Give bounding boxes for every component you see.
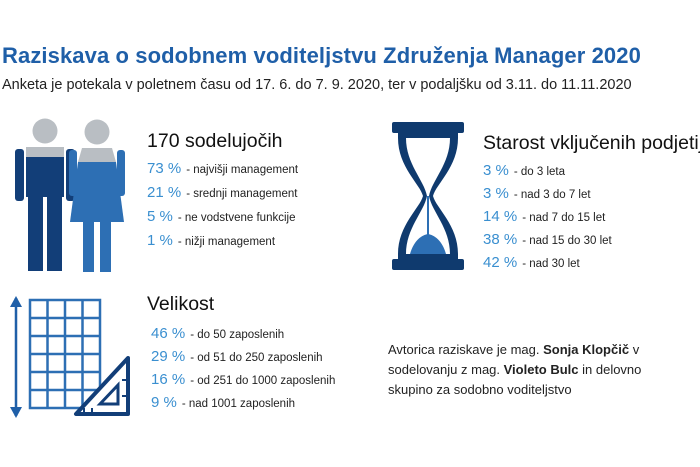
age-item: 3 % - nad 3 do 7 let xyxy=(483,185,591,202)
percent-value: 73 % xyxy=(147,160,182,177)
percent-value: 29 % xyxy=(151,348,186,365)
hourglass-icon xyxy=(392,122,464,270)
item-label: - do 50 zaposlenih xyxy=(190,329,285,341)
participants-heading: 170 sodelujočih xyxy=(147,130,283,152)
percent-value: 3 % xyxy=(483,162,509,179)
size-heading: Velikost xyxy=(147,293,215,315)
age-item: 14 % - nad 7 do 15 let xyxy=(483,208,605,225)
item-label: - srednji management xyxy=(186,188,298,200)
size-item: 29 % - od 51 do 250 zaposlenih xyxy=(151,348,323,365)
item-label: - nad 3 do 7 let xyxy=(513,189,591,201)
page-title: Raziskava o sodobnem voditeljstvu Združe… xyxy=(2,43,641,68)
participants-item: 73 % - najvišji management xyxy=(147,160,298,177)
item-label: - od 251 do 1000 zaposlenih xyxy=(190,375,336,387)
blueprint-ruler-icon xyxy=(10,296,130,418)
author-text: Avtorica raziskave je mag. xyxy=(388,342,544,357)
author-name: Sonja Klopčič xyxy=(543,342,630,357)
age-item: 3 % - do 3 leta xyxy=(483,162,565,179)
age-heading: Starost vključenih podjetij xyxy=(483,132,700,154)
participants-item: 5 % - ne vodstvene funkcije xyxy=(147,208,295,225)
percent-value: 42 % xyxy=(483,254,518,271)
item-label: - nad 15 do 30 let xyxy=(522,235,612,247)
page-subtitle: Anketa je potekala v poletnem času od 17… xyxy=(2,77,632,93)
age-item: 42 % - nad 30 let xyxy=(483,254,580,271)
size-item: 46 % - do 50 zaposlenih xyxy=(151,325,284,342)
author-note: Avtorica raziskave je mag. Sonja Klopčič… xyxy=(388,340,688,400)
item-label: - do 3 leta xyxy=(513,166,566,178)
age-item: 38 % - nad 15 do 30 let xyxy=(483,231,612,248)
participants-item: 21 % - srednji management xyxy=(147,184,297,201)
size-item: 16 % - od 251 do 1000 zaposlenih xyxy=(151,371,335,388)
percent-value: 3 % xyxy=(483,185,509,202)
author-text: v sodelovanju z mag. xyxy=(388,342,640,377)
percent-value: 14 % xyxy=(483,208,518,225)
percent-value: 21 % xyxy=(147,184,182,201)
participants-item: 1 % - nižji management xyxy=(147,232,275,249)
size-item: 9 % - nad 1001 zaposlenih xyxy=(151,394,295,411)
collaborator-name: Violeto Bulc xyxy=(503,362,579,377)
percent-value: 38 % xyxy=(483,231,518,248)
percent-value: 16 % xyxy=(151,371,186,388)
item-label: - najvišji management xyxy=(186,164,299,176)
item-label: - nad 7 do 15 let xyxy=(522,212,606,224)
item-label: - nad 30 let xyxy=(522,258,580,270)
item-label: - ne vodstvene funkcije xyxy=(177,212,296,224)
percent-value: 9 % xyxy=(151,394,177,411)
percent-value: 5 % xyxy=(147,208,173,225)
item-label: - od 51 do 250 zaposlenih xyxy=(190,352,323,364)
author-text: in delovno skupino za sodobno voditeljst… xyxy=(388,362,642,397)
item-label: - nižji management xyxy=(177,236,276,248)
percent-value: 46 % xyxy=(151,325,186,342)
people-icon xyxy=(15,118,125,272)
item-label: - nad 1001 zaposlenih xyxy=(181,398,296,410)
percent-value: 1 % xyxy=(147,232,173,249)
